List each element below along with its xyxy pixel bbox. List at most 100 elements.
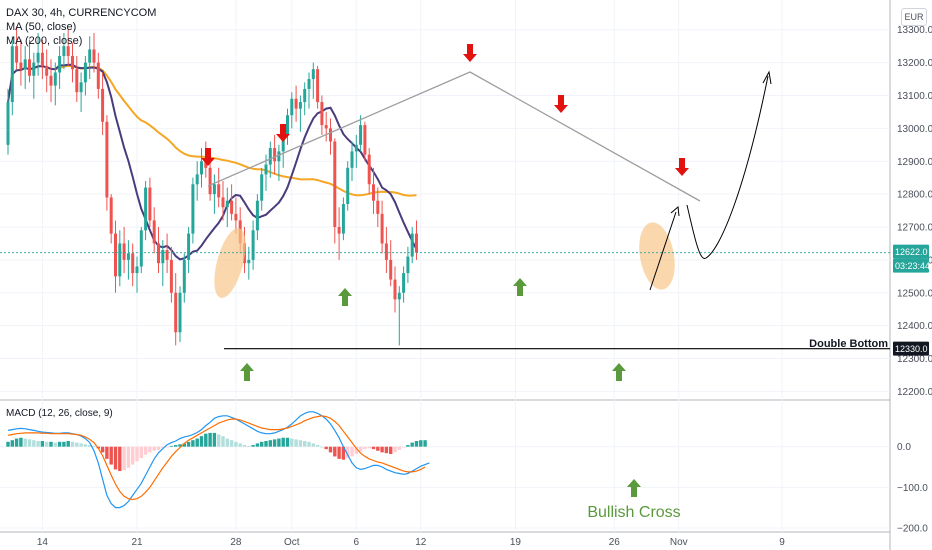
- macd-histogram-bar: [350, 446, 354, 457]
- candle-body: [376, 200, 380, 214]
- macd-histogram-bar: [354, 446, 358, 454]
- down-arrow: [675, 158, 689, 176]
- macd-histogram-bar: [393, 446, 397, 453]
- macd-histogram-bar: [191, 440, 195, 447]
- macd-histogram-bar: [234, 441, 238, 447]
- symbol-legend: DAX 30, 4h, CURRENCYCOM MA (50, close) M…: [6, 6, 156, 48]
- macd-legend-label: MACD (12, 26, close, 9): [6, 408, 113, 419]
- candle-body: [307, 79, 311, 89]
- macd-histogram-bar: [311, 443, 315, 447]
- candle-body: [255, 200, 259, 231]
- macd-histogram-bar: [139, 446, 143, 459]
- macd-histogram-bar: [272, 439, 277, 447]
- symbol-line: DAX 30, 4h, CURRENCYCOM: [6, 7, 157, 19]
- candle-body: [144, 187, 148, 231]
- macd-histogram-bar: [152, 446, 156, 451]
- time-tick-label: 12: [415, 537, 427, 548]
- candle-body: [83, 62, 87, 83]
- candle-body: [389, 259, 393, 280]
- macd-histogram-bar: [135, 446, 139, 462]
- macd-histogram-bar: [281, 437, 285, 447]
- macd-histogram-bar: [260, 441, 264, 447]
- macd-histogram-bar: [109, 446, 113, 465]
- candle-body: [221, 197, 225, 208]
- macd-histogram-bar: [320, 446, 324, 448]
- ma50-legend: MA (50, close): [6, 21, 77, 33]
- macd-histogram-bar: [328, 446, 333, 453]
- down-arrow: [201, 148, 215, 166]
- macd-histogram-bar: [36, 441, 40, 447]
- candle-body: [161, 250, 165, 264]
- candle-body: [101, 88, 105, 122]
- support-level-badge-bg: [893, 341, 929, 356]
- macd-histogram-bar: [389, 446, 393, 454]
- candle-body: [311, 69, 315, 80]
- macd-histogram-bar: [298, 440, 303, 447]
- macd-histogram-bar: [113, 446, 118, 470]
- candle-body: [152, 220, 156, 244]
- macd-tick-label: 0.0: [897, 442, 911, 453]
- macd-histogram-bar: [156, 446, 161, 450]
- time-tick-label: 6: [354, 537, 360, 548]
- macd-histogram-bar: [23, 438, 27, 447]
- macd-histogram-bar: [122, 446, 126, 471]
- highlight-ellipse: [639, 222, 675, 290]
- macd-histogram-bar: [10, 440, 14, 447]
- candle-body: [139, 230, 143, 267]
- macd-histogram-bar: [238, 443, 242, 447]
- macd-histogram-bar: [307, 441, 311, 447]
- macd-histogram-bar: [229, 440, 234, 447]
- candle-body: [66, 46, 70, 57]
- candle-body: [316, 69, 320, 103]
- macd-histogram-bar: [337, 446, 341, 459]
- price-tick-label: 12400.0: [897, 321, 932, 332]
- time-tick-label: 14: [37, 537, 49, 548]
- macd-histogram-bar: [32, 440, 36, 447]
- macd-histogram-bar: [19, 437, 23, 447]
- candle-body: [88, 49, 92, 63]
- signal-line: [7, 415, 426, 501]
- projection-arrowhead: [762, 70, 772, 85]
- candle-body: [96, 62, 100, 89]
- price-tick-label: 12300.0: [897, 354, 932, 365]
- candle-body: [217, 184, 221, 198]
- macd-histogram-bar: [204, 433, 208, 447]
- candle-body: [230, 200, 234, 214]
- candle-body: [15, 46, 19, 63]
- macd-histogram-bar: [126, 446, 131, 468]
- candle-body: [410, 233, 414, 257]
- macd-histogram-bar: [315, 445, 320, 447]
- currency-badge[interactable]: EUR: [901, 8, 927, 26]
- candle-body: [122, 243, 126, 260]
- candle-body: [384, 243, 388, 260]
- candle-body: [303, 88, 307, 103]
- macd-histogram-bar: [83, 444, 88, 447]
- macd-histogram-bar: [217, 434, 221, 447]
- macd-histogram-bar: [6, 441, 10, 447]
- candle-body: [169, 259, 173, 293]
- macd-histogram-bar: [174, 445, 178, 447]
- macd-histogram-bar: [290, 438, 294, 447]
- candle-body: [195, 174, 199, 185]
- candle-body: [28, 59, 31, 76]
- macd-histogram-bar: [100, 446, 105, 453]
- candle-body: [393, 279, 397, 300]
- macd-tick-label: −200.0: [897, 523, 928, 534]
- candle-body: [298, 102, 302, 109]
- projection-curve: [686, 75, 769, 259]
- candle-body: [19, 62, 23, 70]
- candle-body: [367, 154, 371, 185]
- candle-body: [260, 174, 264, 201]
- candle-body: [337, 227, 341, 234]
- up-arrow: [612, 363, 626, 381]
- down-arrow: [463, 44, 477, 62]
- candle-body: [32, 62, 36, 76]
- macd-histogram-bar: [268, 440, 272, 447]
- macd-histogram-bar: [165, 446, 169, 448]
- macd-histogram-bar: [277, 438, 281, 447]
- macd-tick-label: −100.0: [897, 483, 928, 494]
- candle-body: [341, 204, 345, 234]
- candle-body: [135, 266, 139, 274]
- candle-body: [225, 200, 229, 208]
